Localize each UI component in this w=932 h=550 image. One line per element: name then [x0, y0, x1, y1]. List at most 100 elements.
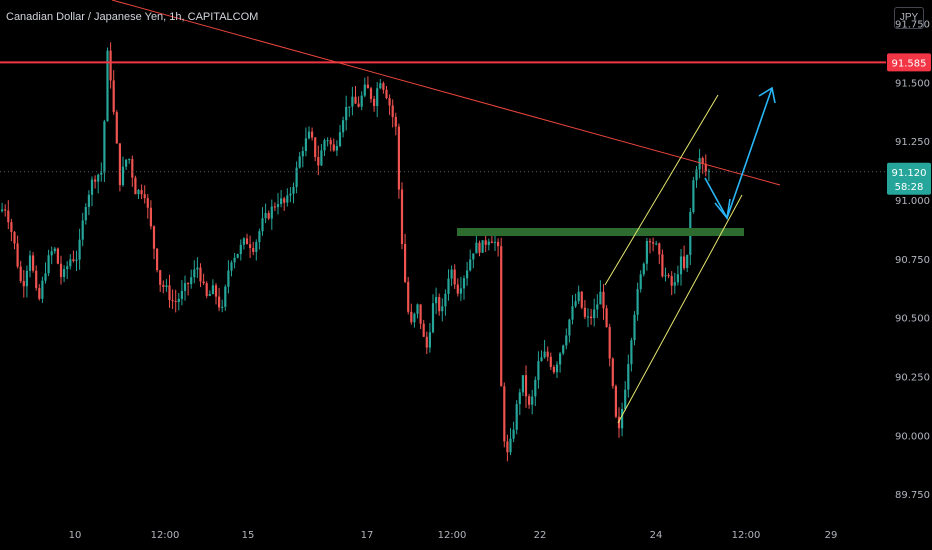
candle-body — [397, 126, 400, 190]
candle-body — [493, 241, 497, 243]
candle-body — [413, 313, 416, 323]
resistance-price-tag — [887, 53, 931, 72]
channel-upper-line — [604, 94, 719, 286]
candle-body — [320, 150, 323, 166]
candle-body — [317, 157, 320, 166]
channel-lower-line — [617, 194, 743, 424]
candle-body — [171, 300, 174, 302]
candle-body — [382, 83, 385, 90]
candle-body — [286, 195, 289, 203]
candle-body — [159, 270, 162, 285]
candle-body — [422, 323, 425, 337]
candle-body — [66, 266, 69, 270]
candle-body — [304, 138, 307, 152]
candle-body — [140, 190, 143, 195]
candle-body — [205, 283, 208, 296]
candle-body — [236, 254, 239, 258]
candle-body — [391, 105, 394, 117]
candle-body — [357, 103, 360, 107]
candle-body — [258, 231, 261, 243]
candle-body — [571, 306, 574, 320]
current-price-label: 91.120 — [892, 168, 927, 179]
candle-body — [233, 257, 236, 263]
candle-body — [97, 174, 100, 182]
candle-body — [174, 301, 177, 303]
candle-body — [515, 404, 518, 430]
candle-body — [280, 198, 283, 205]
candle-body — [456, 284, 459, 294]
candle-body — [521, 375, 524, 393]
candle-body — [676, 274, 679, 283]
candle-body — [552, 366, 555, 373]
candle-body — [419, 304, 422, 324]
candle-body — [614, 386, 617, 417]
candle-body — [180, 290, 183, 299]
candle-body — [22, 281, 25, 287]
candle-body — [199, 267, 202, 282]
candle-body — [156, 248, 159, 271]
price-tick-label: 91.500 — [895, 78, 930, 89]
descending-trend-line — [111, 0, 781, 186]
candle-body — [165, 285, 168, 287]
price-axis[interactable]: 91.750 91.500 91.250 91.000 90.750 90.500 90.2… — [895, 20, 930, 502]
candle-body — [208, 294, 211, 296]
projection-arrow-head-down — [714, 198, 731, 220]
time-tick-label: 29 — [825, 530, 838, 541]
candle-body — [559, 353, 562, 365]
candle-body — [242, 238, 245, 245]
candle-body — [652, 242, 655, 244]
candle-body — [416, 304, 419, 314]
candle-body — [131, 159, 134, 178]
candle-body — [94, 179, 97, 182]
candle-body — [335, 146, 338, 151]
candle-body — [289, 193, 292, 196]
candle-body — [438, 297, 441, 312]
candle-body — [307, 131, 311, 139]
candle-body — [270, 206, 273, 219]
candle-body — [84, 207, 87, 221]
candle-body — [4, 209, 7, 211]
candle-body — [168, 285, 171, 301]
candle-body — [673, 282, 676, 286]
candle-body — [211, 285, 214, 295]
candle-body — [658, 243, 661, 255]
symbol-title[interactable]: Canadian Dollar / Japanese Yen, 1h, CAPI… — [6, 11, 259, 23]
candle-body — [679, 256, 683, 275]
candle-body — [261, 218, 264, 232]
price-tick-label: 91.750 — [895, 20, 930, 31]
candle-body — [590, 316, 593, 319]
candle-body — [63, 269, 66, 277]
time-tick-label: 15 — [242, 530, 255, 541]
candle-body — [311, 131, 314, 138]
candle-body — [645, 241, 648, 264]
candle-body — [462, 278, 466, 289]
candle-body — [363, 84, 366, 96]
candle-body — [249, 244, 252, 249]
candle-body — [75, 259, 78, 261]
candle-body — [106, 50, 109, 122]
candle-body — [323, 140, 326, 151]
candle-body — [338, 132, 342, 147]
time-axis[interactable]: 10 12:00 15 17 12:00 22 24 12:00 29 — [69, 530, 838, 541]
candle-body — [348, 106, 351, 108]
candle-body — [664, 275, 667, 277]
candle-body — [543, 351, 546, 358]
candle-body — [475, 242, 478, 254]
candle-body — [59, 263, 63, 277]
candle-body — [239, 244, 242, 255]
candle-body — [28, 255, 32, 271]
candle-body — [87, 194, 90, 208]
candle-body — [407, 281, 410, 312]
candle-body — [400, 189, 404, 245]
candle-body — [78, 239, 81, 260]
candle-body — [292, 187, 295, 194]
candle-body — [583, 307, 586, 317]
candle-body — [435, 297, 438, 304]
candle-body — [56, 248, 59, 264]
candle-body — [577, 291, 580, 302]
candle-body — [385, 89, 388, 99]
candle-body — [490, 241, 493, 243]
currency-button[interactable]: JPY — [894, 7, 924, 29]
candle-body — [481, 240, 484, 253]
